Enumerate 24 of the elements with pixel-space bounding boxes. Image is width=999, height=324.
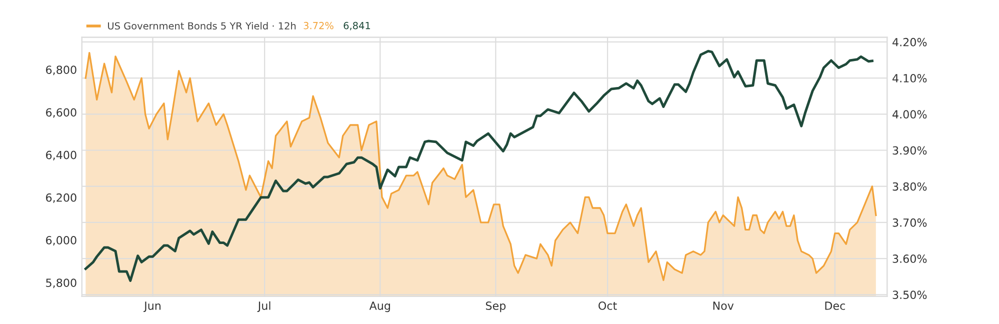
x-tick-label: Jul [257, 301, 270, 312]
x-tick-label: Sep [486, 302, 506, 312]
y-tick-label: 6,400 [46, 150, 76, 160]
x-tick-label: Aug [369, 302, 390, 312]
y2-tick-label: 3.90% [892, 146, 927, 155]
y2-tick-label: 3.80% [892, 182, 927, 191]
y2-tick-label: 3.70% [892, 218, 927, 227]
text: 3.72% [304, 22, 334, 30]
x-tick-label: Dec [825, 302, 845, 310]
x-tick-label: Nov [713, 302, 734, 310]
y2-tick-label: 4.10% [892, 74, 927, 82]
x-tick-label: Jun [143, 302, 160, 312]
y-tick-label: 6,000 [46, 236, 76, 246]
y2-tick-label: 3.60% [892, 254, 927, 263]
y-tick-label: 6,800 [46, 66, 76, 76]
y2-tick-label: 3.50% [892, 290, 927, 300]
text: 6,841 [344, 22, 370, 30]
y2-tick-label: 4.00% [892, 110, 927, 119]
y2-tick-label: 4.20% [892, 38, 927, 46]
legend-label: US Government Bonds 5 YR Yield · 12h [108, 22, 296, 30]
y-tick-label: 5,800 [46, 278, 76, 288]
x-tick-label: Oct [598, 302, 617, 310]
y-tick-label: 6,600 [46, 108, 76, 118]
y-tick-label: 6,200 [46, 193, 76, 203]
